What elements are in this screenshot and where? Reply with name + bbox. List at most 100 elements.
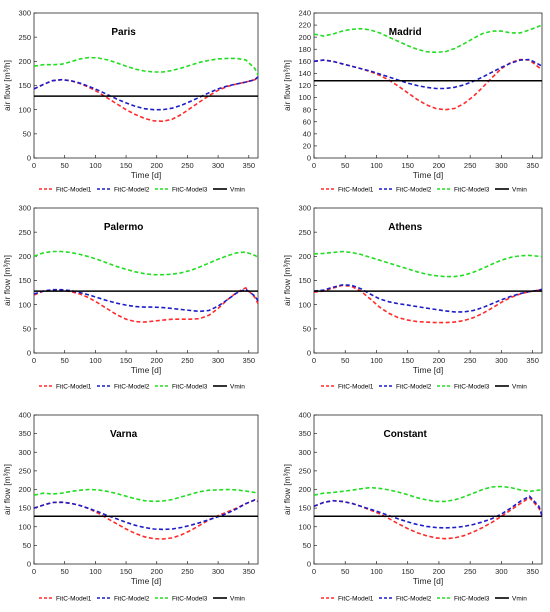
y-tick-label: 400: [298, 411, 311, 420]
chart-panel: 0 50 100 150 200 250 300 350 0 50 100 150 200 250 300 T…: [2, 9, 259, 193]
plot-frame: [33, 12, 259, 159]
x-tick-label: 100: [89, 161, 102, 170]
series-line-1: [33, 286, 259, 323]
x-tick-label: 0: [32, 161, 36, 170]
x-tick-label: 250: [464, 356, 477, 365]
y-tick-label: 300: [298, 448, 311, 457]
y-tick-label: 160: [298, 57, 311, 66]
y-tick-label: 150: [298, 504, 311, 513]
legend-label: FitC-Model3: [454, 383, 490, 390]
y-tick-label: 0: [307, 154, 311, 163]
legend-label: FitC-Model1: [338, 186, 374, 193]
y-tick-label: 0: [27, 154, 31, 163]
y-tick-label: 20: [303, 142, 311, 151]
chart-title: Palermo: [104, 222, 143, 233]
x-tick-label: 350: [526, 567, 539, 576]
legend-label: FitC-Model1: [56, 595, 92, 602]
y-tick-label: 50: [23, 541, 31, 550]
y-tick-label: 200: [18, 485, 31, 494]
y-tick-label: 350: [18, 429, 31, 438]
y-tick-label: 100: [18, 105, 31, 114]
y-tick-label: 0: [27, 560, 31, 569]
x-tick-label: 250: [464, 161, 477, 170]
x-tick-label: 50: [61, 356, 69, 365]
chart-panel: 0 50 100 150 200 250 300 350 0 50 100 150 200 250 300 T…: [282, 204, 543, 390]
x-tick-label: 100: [370, 161, 383, 170]
y-tick-label: 0: [307, 349, 311, 358]
x-tick-label: 300: [212, 356, 225, 365]
legend-label: FitC-Model3: [454, 186, 490, 193]
y-tick-label: 0: [27, 349, 31, 358]
chart-title: Athens: [388, 222, 422, 233]
legend-label: Vmin: [512, 383, 527, 390]
x-tick-label: 50: [341, 356, 349, 365]
legend: FitC-Model1 FitC-Model2 FitC-Model3 Vmin: [321, 595, 527, 602]
legend-label: FitC-Model1: [338, 383, 374, 390]
chart-panel: 0 50 100 150 200 250 300 350 0 20 40 60 80 100 120 140 1…: [282, 9, 543, 193]
legend-label: FitC-Model1: [338, 595, 374, 602]
legend-label: FitC-Model3: [172, 383, 208, 390]
x-tick-label: 150: [120, 567, 133, 576]
x-tick-label: 0: [312, 567, 316, 576]
legend-label: FitC-Model2: [114, 186, 150, 193]
legend-label: FitC-Model3: [172, 595, 208, 602]
x-tick-label: 50: [341, 567, 349, 576]
x-tick-label: 0: [32, 567, 36, 576]
series-line-3: [313, 485, 543, 503]
series-line-3: [33, 250, 259, 276]
plot-frame: [33, 207, 259, 354]
legend-label: Vmin: [512, 186, 527, 193]
y-tick-label: 150: [18, 81, 31, 90]
y-tick-label: 50: [23, 129, 31, 138]
legend-label: Vmin: [230, 186, 245, 193]
series-line-3: [313, 24, 543, 54]
plot-frame: [313, 207, 543, 354]
x-tick-label: 350: [243, 567, 256, 576]
legend-label: FitC-Model2: [396, 383, 432, 390]
x-tick-label: 250: [181, 356, 194, 365]
chart-panel: 0 50 100 150 200 250 300 350 0 50 100 150 200 250 300 T…: [2, 204, 259, 390]
plot-frame: [313, 12, 543, 159]
y-tick-label: 200: [18, 252, 31, 261]
y-tick-label: 100: [18, 522, 31, 531]
x-tick-label: 100: [370, 356, 383, 365]
x-tick-label: 300: [495, 161, 508, 170]
y-tick-label: 140: [298, 69, 311, 78]
y-tick-label: 300: [18, 448, 31, 457]
y-tick-label: 100: [298, 522, 311, 531]
y-tick-label: 50: [303, 324, 311, 333]
y-axis-label: air flow [m³/h]: [282, 255, 292, 306]
x-tick-label: 250: [181, 161, 194, 170]
x-tick-label: 250: [181, 567, 194, 576]
x-tick-label: 200: [150, 161, 163, 170]
y-tick-label: 200: [298, 485, 311, 494]
x-axis-label: Time [d]: [131, 576, 161, 586]
x-axis-label: Time [d]: [413, 365, 443, 375]
chart-panel: 0 50 100 150 200 250 300 350 0 50 100 150 200 250 300 3…: [282, 411, 543, 602]
legend-label: Vmin: [230, 383, 245, 390]
x-tick-label: 50: [341, 161, 349, 170]
y-axis-label: air flow [m³/h]: [2, 60, 12, 111]
series-line-2: [33, 288, 259, 313]
y-tick-label: 300: [18, 9, 31, 18]
y-tick-label: 400: [18, 411, 31, 420]
y-tick-label: 200: [18, 57, 31, 66]
y-tick-label: 60: [303, 117, 311, 126]
y-tick-label: 250: [18, 33, 31, 42]
x-tick-label: 150: [401, 567, 414, 576]
legend-label: FitC-Model1: [56, 383, 92, 390]
x-tick-label: 200: [433, 161, 446, 170]
legend-label: FitC-Model3: [454, 595, 490, 602]
series-line-3: [33, 56, 259, 76]
x-tick-label: 200: [150, 356, 163, 365]
x-tick-label: 50: [61, 567, 69, 576]
y-tick-label: 180: [298, 45, 311, 54]
x-tick-label: 50: [61, 161, 69, 170]
x-tick-label: 300: [212, 161, 225, 170]
x-axis-label: Time [d]: [413, 576, 443, 586]
x-tick-label: 250: [464, 567, 477, 576]
y-tick-label: 100: [298, 93, 311, 102]
x-tick-label: 150: [120, 161, 133, 170]
y-tick-label: 240: [298, 9, 311, 18]
x-axis-label: Time [d]: [131, 365, 161, 375]
